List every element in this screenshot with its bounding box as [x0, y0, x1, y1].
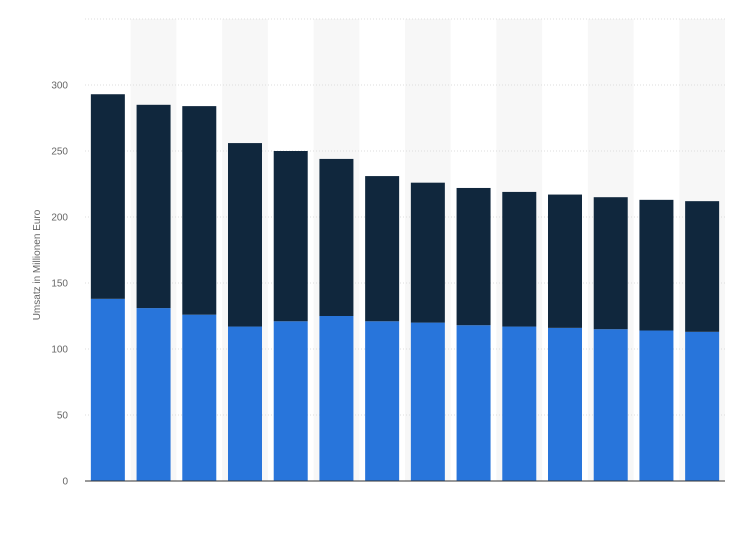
bar-segment-upper	[502, 191, 537, 327]
bar-segment-lower	[228, 326, 262, 481]
bar-segment-upper	[136, 104, 171, 309]
bar-segment-lower	[273, 321, 308, 481]
y-axis-title: Umsatz in Millionen Euro	[32, 209, 43, 320]
bar-segment-lower	[136, 308, 171, 481]
bar-segment-lower	[365, 321, 400, 481]
bar-segment-lower	[410, 322, 445, 481]
bar-segment-upper	[456, 187, 491, 326]
y-axis-ticks: 0 50 100 150 200 250 300	[51, 81, 68, 488]
bar-segment-upper	[685, 201, 720, 332]
bar-segment-lower	[319, 316, 354, 481]
bars	[90, 94, 720, 481]
bar-segment-upper	[228, 143, 262, 327]
y-tick-label: 50	[57, 411, 69, 422]
bar-segment-lower	[456, 325, 491, 481]
bar-segment-upper	[182, 106, 217, 315]
y-tick-label: 150	[51, 279, 68, 290]
bar-segment-upper	[639, 199, 674, 331]
bar-segment-lower	[685, 331, 720, 481]
bar-segment-upper	[273, 151, 308, 322]
y-tick-label: 200	[51, 213, 68, 224]
bar-segment-upper	[90, 94, 125, 299]
bar-segment-lower	[548, 327, 582, 481]
bar-segment-lower	[90, 298, 125, 481]
bar-segment-upper	[410, 182, 445, 323]
y-tick-label: 250	[51, 147, 68, 158]
bar-segment-upper	[593, 197, 628, 330]
y-tick-label: 300	[51, 81, 68, 92]
bar-segment-lower	[639, 330, 674, 481]
bar-segment-upper	[548, 194, 582, 328]
bar-segment-upper	[365, 176, 400, 322]
y-tick-label: 0	[62, 477, 68, 488]
bar-segment-lower	[593, 329, 628, 481]
bar-segment-lower	[502, 326, 537, 481]
bar-segment-lower	[182, 314, 217, 481]
bar-segment-upper	[319, 158, 354, 316]
y-tick-label: 100	[51, 345, 68, 356]
